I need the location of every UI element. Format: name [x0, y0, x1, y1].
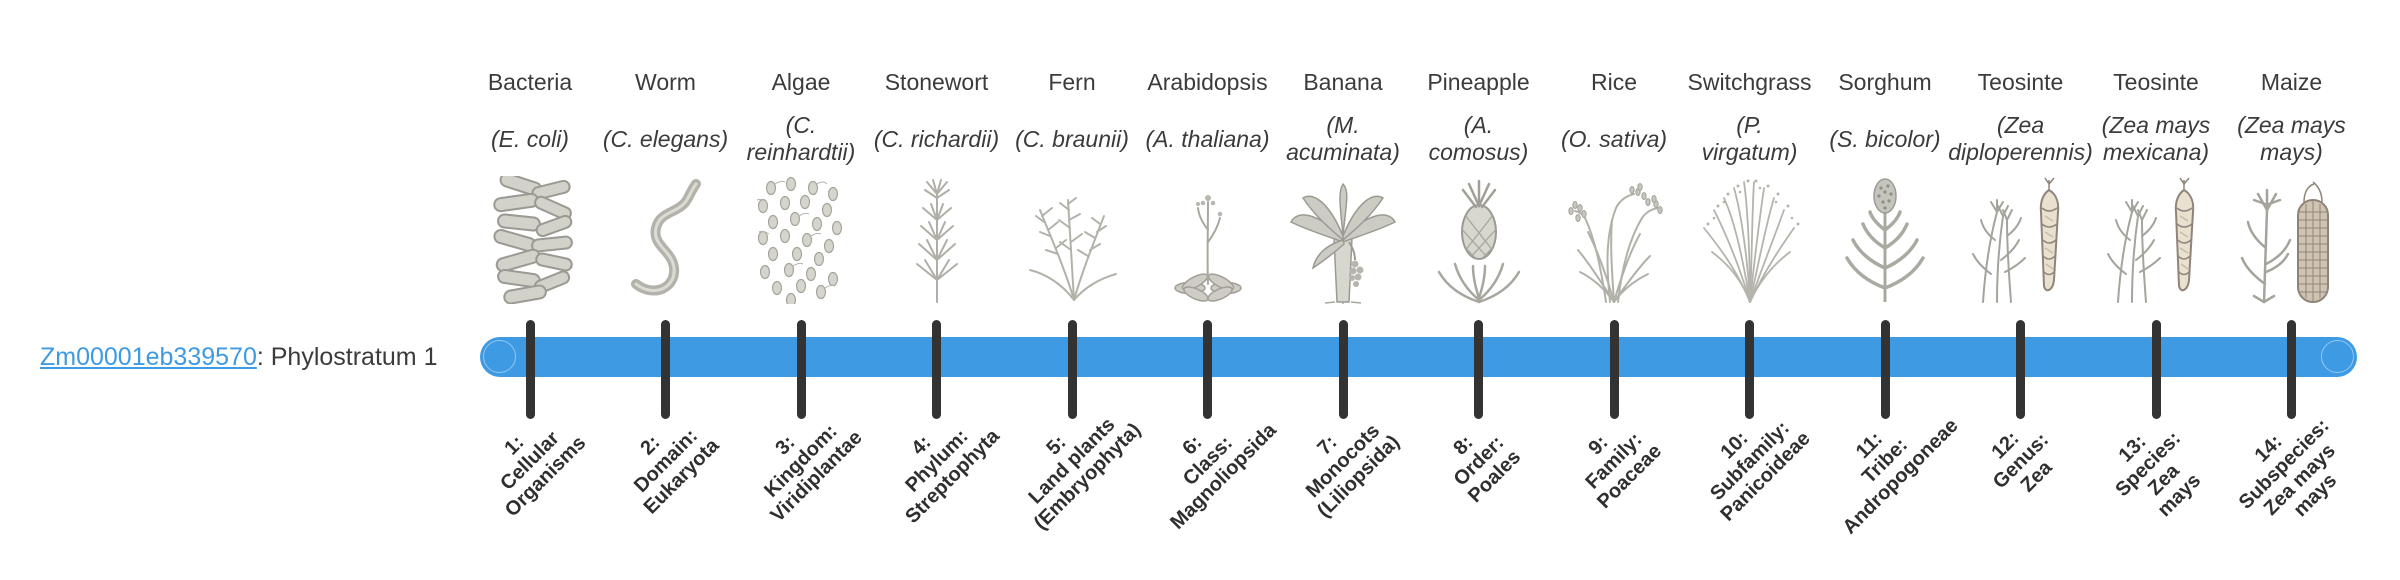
worm-icon	[606, 176, 726, 304]
switchgrass-icon	[1690, 176, 1810, 304]
timeline-tick	[932, 320, 941, 419]
fern-icon	[1012, 176, 1132, 304]
phylostratum-label: 4: Phylum: Streptophyta	[900, 425, 1004, 528]
organism-name: Teosinte	[1977, 69, 2064, 95]
banana-icon	[1283, 176, 1403, 304]
organism-scientific-name: (C. elegans)	[602, 125, 729, 152]
organism-scientific-name: (A. comosus)	[1428, 112, 1529, 165]
timeline-tick	[1203, 320, 1212, 419]
organism-name: Banana	[1303, 69, 1383, 95]
organism-name: Stonewort	[884, 69, 989, 95]
organism-name: Pineapple	[1427, 69, 1530, 95]
phylostratum-label: 1: Cellular Organisms	[496, 427, 591, 522]
organism-name: Sorghum	[1838, 69, 1932, 95]
organism-scientific-name: (O. sativa)	[1560, 125, 1668, 152]
timeline-tick	[1609, 320, 1619, 419]
organism-scientific-name: (A. thaliana)	[1145, 125, 1270, 152]
organism-scientific-name: (C. richardii)	[873, 125, 1000, 152]
arabidopsis-icon	[1148, 176, 1268, 304]
organism-scientific-name: (S. bicolor)	[1829, 125, 1941, 152]
organism-name: Switchgrass	[1687, 69, 1812, 95]
timeline-tick	[1067, 320, 1077, 419]
organism-scientific-name: (E. coli)	[491, 125, 569, 152]
organism-scientific-name: (Zea mays mays)	[2237, 112, 2346, 165]
rice-icon	[1554, 176, 1674, 304]
timeline-tick	[661, 320, 670, 419]
organism-name: Worm	[635, 69, 696, 95]
organism-scientific-name: (M. acuminata)	[1286, 112, 1400, 165]
maize-icon	[2232, 176, 2352, 304]
organism-name: Algae	[771, 69, 831, 95]
gene-phylostratum-text: : Phylostratum 1	[256, 343, 438, 371]
sorghum-icon	[1825, 176, 1945, 304]
organism-name: Arabidopsis	[1147, 69, 1268, 95]
bar-right-cap-circle	[2321, 340, 2354, 373]
phylostratum-label: 7: Monocots (Liliopsida)	[1301, 419, 1405, 523]
phylostratum-label: 3: Kingdom: Viridiplantae	[760, 420, 867, 527]
phylostratum-label: 14: Subspecies: Zea mays mays	[2234, 414, 2341, 522]
organism-name: Bacteria	[487, 69, 573, 95]
timeline-tick	[2151, 320, 2161, 419]
phylostratum-label: 13: Species: Zea mays	[2111, 427, 2206, 522]
timeline-tick	[796, 320, 806, 419]
stonewort-icon	[877, 176, 997, 304]
timeline-tick	[1880, 320, 1890, 419]
organism-scientific-name: (C. braunii)	[1015, 125, 1129, 152]
gene-label: Zm00001eb339570: Phylostratum 1	[40, 343, 438, 372]
timeline-tick	[2016, 320, 2025, 419]
pineapple-icon	[1419, 176, 1539, 304]
bacteria-icon	[470, 176, 590, 304]
timeline-tick	[1745, 320, 1754, 419]
gene-id-link[interactable]: Zm00001eb339570	[40, 343, 257, 371]
organism-scientific-name: (Zea mays mexicana)	[2101, 112, 2211, 165]
phylostratum-label: 10: Subfamily: Panicoideae	[1705, 417, 1815, 526]
teosinte-icon	[1961, 176, 2081, 304]
phylostratum-label: 9: Family: Poaceae	[1581, 428, 1667, 514]
phylostratum-label: 8: Order: Poales	[1448, 431, 1525, 508]
organism-name: Maize	[2260, 69, 2323, 95]
phylostratum-label: 2: Domain: Eukaryota	[629, 424, 724, 519]
organism-scientific-name: (C. reinhardtii)	[746, 112, 856, 165]
timeline-tick	[525, 320, 535, 419]
organism-scientific-name: (Zea diploperennis)	[1948, 112, 2093, 165]
timeline-tick	[1474, 320, 1483, 419]
bar-left-cap-circle	[483, 340, 516, 373]
teosinte-icon	[2096, 176, 2216, 304]
timeline-bar	[480, 337, 2357, 377]
algae-icon	[741, 176, 861, 304]
phylostratum-label: 12: Genus: Zea	[1986, 427, 2057, 497]
organism-name: Rice	[1590, 69, 1637, 95]
organism-name: Fern	[1048, 69, 1096, 95]
organism-name: Teosinte	[2113, 69, 2199, 95]
timeline-tick	[1338, 320, 1348, 419]
timeline-tick	[2287, 320, 2296, 419]
organism-scientific-name: (P. virgatum)	[1701, 112, 1798, 165]
